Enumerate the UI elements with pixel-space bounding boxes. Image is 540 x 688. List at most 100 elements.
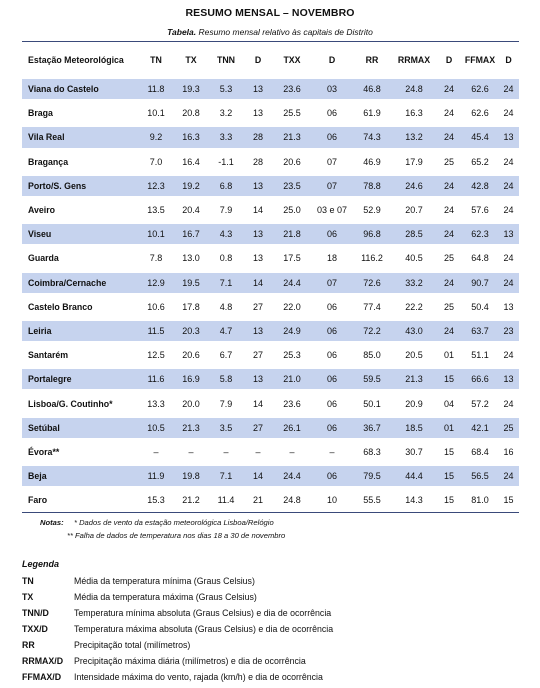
table-cell: 23	[498, 319, 519, 343]
table-cell: 25.3	[272, 343, 312, 367]
table-cell: 74.3	[352, 125, 392, 149]
column-header: D	[498, 43, 519, 77]
table-cell: 06	[312, 222, 352, 246]
station-name: Évora**	[22, 440, 138, 464]
legend-text: Precipitação total (milímetros)	[74, 640, 190, 650]
station-name: Porto/S. Gens	[22, 174, 138, 198]
table-cell: 12.5	[138, 343, 174, 367]
table-cell: 13.5	[138, 198, 174, 222]
table-cell: 66.6	[462, 367, 498, 391]
table-cell: 4.7	[208, 319, 244, 343]
table-cell: 20.6	[272, 150, 312, 174]
table-row: Vila Real 9.2 16.3 3.3 28 21.3 06 74.3 13.2 24 45.…	[22, 125, 519, 149]
legend-key: RRMAX/D	[22, 653, 74, 669]
station-name: Faro	[22, 488, 138, 512]
table-cell: 24.4	[272, 271, 312, 295]
table-cell: 16.7	[174, 222, 208, 246]
table-cell: –	[208, 440, 244, 464]
table-cell: 36.7	[352, 416, 392, 440]
legend-key: FFMAX/D	[22, 669, 74, 685]
table-cell: 68.4	[462, 440, 498, 464]
station-name: Portalegre	[22, 367, 138, 391]
table-cell: 85.0	[352, 343, 392, 367]
table-cell: 22.2	[392, 295, 436, 319]
legend-item: TNN/D Temperatura mínima absoluta (Graus …	[22, 605, 333, 621]
table-cell: 78.8	[352, 174, 392, 198]
table-cell: 06	[312, 367, 352, 391]
table-cell: 13	[244, 174, 272, 198]
station-name: Leiria	[22, 319, 138, 343]
table-cell: 06	[312, 125, 352, 149]
table-cell: 15	[436, 464, 462, 488]
table-cell: 03	[312, 77, 352, 101]
table-body: Viana do Castelo 11.8 19.3 5.3 13 23.6 03 46.8 2…	[22, 77, 519, 512]
table-cell: 16.3	[392, 101, 436, 125]
table-cell: 61.9	[352, 101, 392, 125]
table-cell: 72.6	[352, 271, 392, 295]
legend-key: TX	[22, 589, 74, 605]
table-cell: 62.6	[462, 77, 498, 101]
table-cell: 3.3	[208, 125, 244, 149]
table-cell: 27	[244, 343, 272, 367]
table-cell: 62.3	[462, 222, 498, 246]
legend: TN Média da temperatura mínima (Graus Cel…	[22, 573, 333, 685]
table-cell: 12.9	[138, 271, 174, 295]
table-cell: 51.1	[462, 343, 498, 367]
table-row: Viseu 10.1 16.7 4.3 13 21.8 06 96.8 28.5 24 62.3 13	[22, 222, 519, 246]
column-header: Estação Meteorológica	[22, 43, 138, 77]
table-cell: 24.9	[272, 319, 312, 343]
table-cell: 5.8	[208, 367, 244, 391]
table-cell: 24	[436, 125, 462, 149]
table-cell: 28.5	[392, 222, 436, 246]
table-cell: 24	[498, 391, 519, 415]
table-cell: 03 e 07	[312, 198, 352, 222]
station-name: Bragança	[22, 150, 138, 174]
table-cell: 21.3	[272, 125, 312, 149]
table-cell: 72.2	[352, 319, 392, 343]
table-cell: 81.0	[462, 488, 498, 512]
table-header-row: Estação Meteorológica TN TX TNN D TXX D …	[22, 43, 519, 77]
legend-text: Temperatura mínima absoluta (Graus Celsi…	[74, 608, 331, 618]
table-notes: Notas: * Dados de vento da estação meteor…	[40, 516, 285, 542]
table-cell: –	[174, 440, 208, 464]
table-cell: 15	[436, 488, 462, 512]
table-cell: –	[312, 440, 352, 464]
table-cell: 90.7	[462, 271, 498, 295]
table-cell: 19.2	[174, 174, 208, 198]
table-cell: 14	[244, 464, 272, 488]
legend-item: RR Precipitação total (milímetros)	[22, 637, 333, 653]
table-cell: 16.4	[174, 150, 208, 174]
legend-item: RRMAX/D Precipitação máxima diária (milím…	[22, 653, 333, 669]
table-cell: 13	[498, 295, 519, 319]
column-header: D	[436, 43, 462, 77]
table-cell: 06	[312, 464, 352, 488]
table-cell: 64.8	[462, 246, 498, 270]
table-cell: 24	[436, 174, 462, 198]
table-cell: 24.6	[392, 174, 436, 198]
table-cell: 15	[436, 367, 462, 391]
table-cell: 07	[312, 271, 352, 295]
table-cell: 3.2	[208, 101, 244, 125]
table-row: Leiria 11.5 20.3 4.7 13 24.9 06 72.2 43.0 24 63.7 2…	[22, 319, 519, 343]
table-cell: 21.0	[272, 367, 312, 391]
table-cell: 04	[436, 391, 462, 415]
legend-text: Intensidade máxima do vento, rajada (km/…	[74, 672, 323, 682]
table-cell: 15.3	[138, 488, 174, 512]
table-cell: 5.3	[208, 77, 244, 101]
table-cell: 24	[436, 271, 462, 295]
table-cell: 25	[498, 416, 519, 440]
table-cell: 25	[436, 150, 462, 174]
table-cell: 13	[244, 222, 272, 246]
table-cell: 13.2	[392, 125, 436, 149]
table-row: Lisboa/G. Coutinho* 13.3 20.0 7.9 14 23.6 06 50…	[22, 391, 519, 415]
table-cell: 30.7	[392, 440, 436, 464]
table-cell: 96.8	[352, 222, 392, 246]
table-row: Castelo Branco 10.6 17.8 4.8 27 22.0 06 77.4 22.…	[22, 295, 519, 319]
table-cell: 13	[244, 101, 272, 125]
table-cell: 79.5	[352, 464, 392, 488]
table-cell: 01	[436, 343, 462, 367]
table-cell: 23.6	[272, 77, 312, 101]
legend-item: TN Média da temperatura mínima (Graus Cel…	[22, 573, 333, 589]
table-cell: 77.4	[352, 295, 392, 319]
table-cell: 15	[498, 488, 519, 512]
